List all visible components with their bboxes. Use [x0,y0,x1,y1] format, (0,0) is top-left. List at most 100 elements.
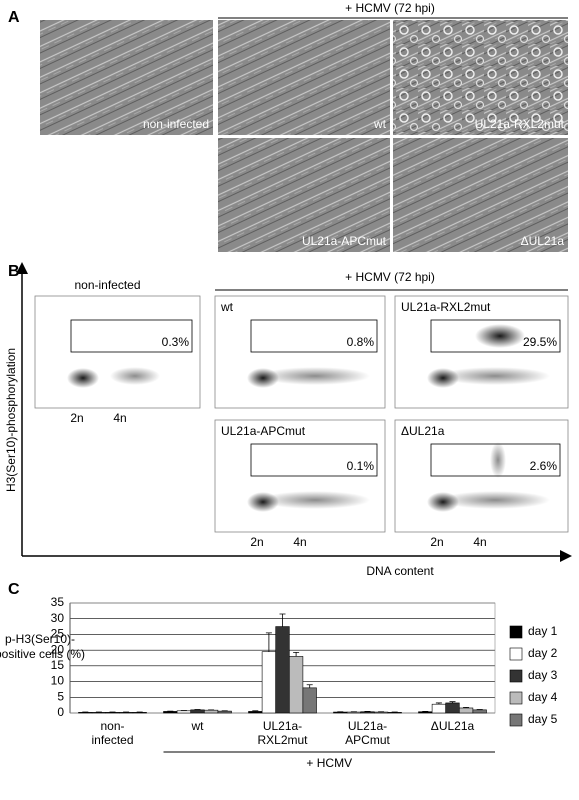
gate [70,319,193,353]
error-bar [306,684,313,688]
micrograph [218,138,390,252]
bar [176,710,192,714]
error-bar [252,710,259,712]
error-bar [463,706,470,708]
cell-cluster [490,442,506,478]
bar [387,712,402,714]
plot-label: UL21a-APCmut [221,424,306,438]
legend-swatch [509,625,523,639]
panel-label: C [8,581,20,598]
bar [302,687,317,714]
legend-label: day 3 [528,668,558,682]
x-tick-label: wt [191,719,205,733]
plot-label: UL21a-RXL2mut [401,300,491,314]
group-label: + HCMV [306,756,352,770]
cell-cluster [110,367,160,385]
legend-label: day 1 [528,624,558,638]
image-label: UL21a-RXL2mut [475,117,565,131]
header: + HCMV (72 hpi) [345,1,435,15]
bar [458,707,474,714]
error-bar [435,702,442,705]
micrograph [218,20,390,135]
bar [78,712,93,714]
y-axis-label: H3(Ser10)-phosphorylation [4,348,18,492]
cell-cluster [67,368,99,388]
y-tick-label: 35 [51,595,65,609]
plot-label: wt [220,300,234,314]
cell-cluster [440,367,550,385]
bar [360,711,375,714]
plot-label: non-infected [74,278,140,292]
gate [250,443,378,477]
bar [275,626,290,714]
bar [333,711,348,714]
bar [163,711,178,714]
y-axis-label: positive cells (%) [0,647,85,661]
y-tick-label: 0 [57,705,64,719]
bar [217,710,232,714]
y-axis-label: p-H3(Ser10)- [5,632,75,646]
gate [250,319,378,353]
bar [91,712,106,714]
x-tick-label: infected [91,733,133,747]
micrograph [393,138,568,252]
legend-swatch [509,669,523,683]
bar [105,712,120,714]
bar [472,709,487,714]
gate-percent: 0.8% [347,335,375,349]
gate-percent: 2.6% [530,459,558,473]
y-tick-label: 10 [51,674,65,688]
x-tick-label: non- [100,719,124,733]
dna-tick-label: 2n [70,411,83,425]
micrograph [40,20,213,135]
image-label: wt [373,117,387,131]
image-label: non-infected [143,117,209,131]
header: + HCMV (72 hpi) [345,270,435,284]
error-bar [265,632,272,652]
gate-percent: 29.5% [523,335,557,349]
y-tick-label: 25 [51,627,65,641]
legend-swatch [509,713,523,727]
dna-tick-label: 4n [293,535,306,549]
x-tick-label: UL21a- [348,719,387,733]
y-tick-label: 20 [51,642,65,656]
bar [204,709,219,714]
cell-cluster [475,324,525,348]
error-bar [279,613,286,627]
error-bar [449,701,456,703]
gate [430,319,561,353]
bar [261,651,277,714]
gate-percent: 0.3% [162,335,190,349]
x-tick-label: RXL2mut [257,733,308,747]
bar [119,712,134,714]
x-tick-label: APCmut [345,733,390,747]
x-tick-label: ΔUL21a [431,719,475,733]
bar [288,656,304,714]
image-label: UL21a-APCmut [302,234,387,248]
cell-cluster [440,491,550,509]
dna-tick-label: 4n [113,411,126,425]
dna-tick-label: 4n [473,535,486,549]
legend-label: day 4 [528,690,558,704]
bar [445,702,460,714]
x-tick-label: UL21a- [263,719,302,733]
y-tick-label: 5 [57,689,64,703]
y-tick-label: 15 [51,658,65,672]
bar [373,711,389,714]
panel-label: B [8,263,20,280]
bar [248,711,263,714]
bar [132,712,147,714]
bar [418,711,433,714]
image-label: ΔUL21a [521,234,565,248]
error-bar [293,651,300,657]
legend-swatch [509,647,523,661]
bar [190,709,205,714]
legend-swatch [509,691,523,705]
micrograph [393,20,568,135]
dna-tick-label: 2n [430,535,443,549]
bar [431,703,447,714]
x-axis-label: DNA content [366,564,434,578]
legend-label: day 2 [528,646,558,660]
plot-label: ΔUL21a [401,424,445,438]
